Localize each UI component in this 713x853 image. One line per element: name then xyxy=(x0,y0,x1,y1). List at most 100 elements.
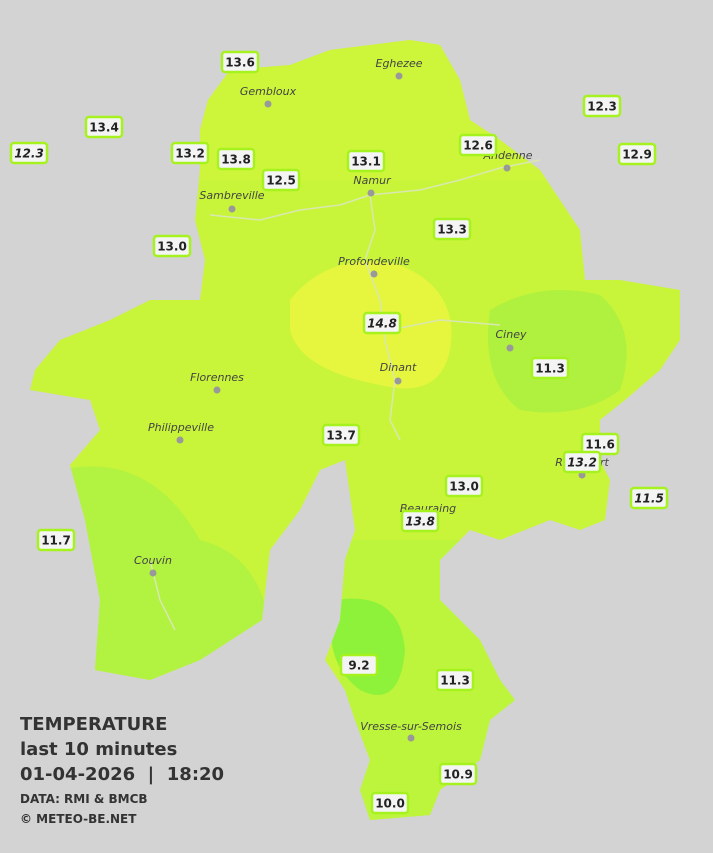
station-box xyxy=(444,474,484,498)
station: 13.1 xyxy=(346,149,386,173)
city-dot xyxy=(395,72,403,80)
station-box xyxy=(9,141,49,165)
station: 13.2 xyxy=(562,450,602,474)
station-box xyxy=(216,147,256,171)
station-value: 13.3 xyxy=(437,223,467,237)
city-label: Florennes xyxy=(190,371,244,384)
station-value: 13.2 xyxy=(567,456,597,470)
station: 11.7 xyxy=(36,528,76,552)
station-value: 9.2 xyxy=(348,659,369,673)
caption-source: DATA: RMI & BMCB xyxy=(20,792,148,806)
station: 12.9 xyxy=(617,142,657,166)
station: 14.8 xyxy=(362,311,402,335)
city-label: Dinant xyxy=(380,361,417,374)
station-value: 12.5 xyxy=(266,174,296,188)
station: 13.4 xyxy=(84,115,124,139)
city-dot xyxy=(503,164,511,172)
station-value: 13.7 xyxy=(326,429,356,443)
station-box xyxy=(370,791,410,815)
city-dot xyxy=(407,734,415,742)
station-box xyxy=(84,115,124,139)
city-dot xyxy=(213,386,221,394)
station-box xyxy=(346,149,386,173)
station-value: 14.8 xyxy=(367,317,397,331)
station-value: 10.9 xyxy=(443,768,473,782)
station-box xyxy=(220,50,260,74)
station-box xyxy=(530,356,570,380)
station-box xyxy=(170,141,210,165)
station: 13.0 xyxy=(152,234,192,258)
station-box xyxy=(400,509,440,533)
city-label: Sambreville xyxy=(199,189,264,202)
station-value: 11.5 xyxy=(634,492,664,506)
station: 13.8 xyxy=(216,147,256,171)
station-box xyxy=(562,450,602,474)
station-box xyxy=(36,528,76,552)
station: 12.3 xyxy=(582,94,622,118)
station-value: 12.6 xyxy=(463,139,493,153)
station-value: 13.0 xyxy=(449,480,479,494)
station-value: 11.3 xyxy=(440,674,470,688)
city-dot xyxy=(228,205,236,213)
city-label: Gembloux xyxy=(240,85,297,98)
station-box xyxy=(152,234,192,258)
station: 13.2 xyxy=(170,141,210,165)
caption-credit: © METEO-BE.NET xyxy=(20,812,137,826)
city-dot xyxy=(264,100,272,108)
station: 11.5 xyxy=(629,486,669,510)
station-value: 10.0 xyxy=(375,797,405,811)
station-value: 13.6 xyxy=(225,56,255,70)
city-dot xyxy=(370,270,378,278)
station-value: 12.9 xyxy=(622,148,652,162)
station: 12.6 xyxy=(458,133,498,157)
station-value: 11.7 xyxy=(41,534,71,548)
station: 13.0 xyxy=(444,474,484,498)
city-label: Ciney xyxy=(496,328,527,341)
city-label: Vresse-sur-Semois xyxy=(360,720,462,733)
station-box xyxy=(629,486,669,510)
city-dot xyxy=(506,344,514,352)
station-value: 13.8 xyxy=(405,515,435,529)
city-label: Couvin xyxy=(134,554,172,567)
city-dot xyxy=(176,436,184,444)
station-box xyxy=(435,668,475,692)
station: 13.3 xyxy=(432,217,472,241)
city-dot xyxy=(367,189,375,197)
station: 10.0 xyxy=(370,791,410,815)
station-value: 11.6 xyxy=(585,438,615,452)
station-box xyxy=(362,311,402,335)
station: 11.3 xyxy=(435,668,475,692)
station-value: 13.2 xyxy=(175,147,205,161)
station-box xyxy=(261,168,301,192)
caption-datetime: 01-04-2026 | 18:20 xyxy=(20,764,224,785)
station-box xyxy=(458,133,498,157)
city-dot xyxy=(149,569,157,577)
city-dot xyxy=(394,377,402,385)
station: 13.8 xyxy=(400,509,440,533)
station-box xyxy=(432,217,472,241)
station: 13.6 xyxy=(220,50,260,74)
station-value: 13.4 xyxy=(89,121,119,135)
station-box xyxy=(321,423,361,447)
station: 12.5 xyxy=(261,168,301,192)
station: 9.2 xyxy=(339,653,379,677)
station-box xyxy=(582,94,622,118)
station-value: 13.0 xyxy=(157,240,187,254)
city-label: Eghezee xyxy=(376,57,423,70)
station-box xyxy=(617,142,657,166)
station-value: 12.3 xyxy=(587,100,617,114)
caption-subtitle: last 10 minutes xyxy=(20,739,177,760)
city-label: Namur xyxy=(353,174,392,187)
station: 10.9 xyxy=(438,762,478,786)
city-label: Profondeville xyxy=(338,255,410,268)
station-box xyxy=(438,762,478,786)
station: 12.3 xyxy=(9,141,49,165)
station: 11.3 xyxy=(530,356,570,380)
station-box xyxy=(339,653,379,677)
caption-title: TEMPERATURE xyxy=(20,714,167,735)
station-value: 13.1 xyxy=(351,155,381,169)
station-value: 13.8 xyxy=(221,153,251,167)
station: 13.7 xyxy=(321,423,361,447)
city-label: Philippeville xyxy=(148,421,214,434)
